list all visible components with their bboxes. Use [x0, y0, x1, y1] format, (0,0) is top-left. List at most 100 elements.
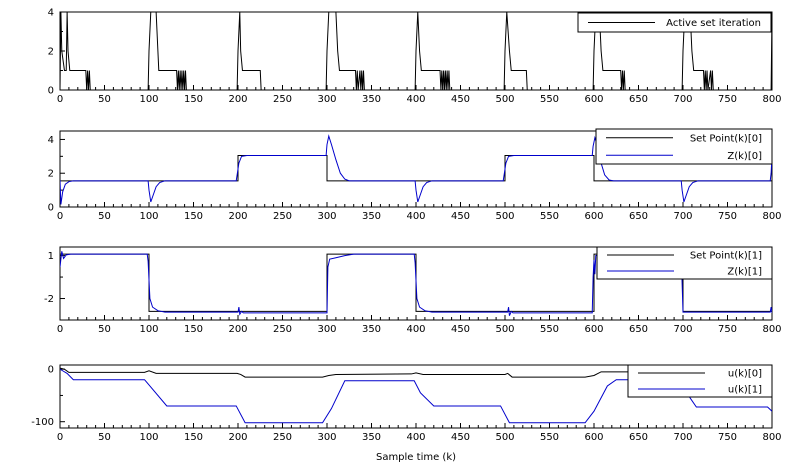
- x-tick-label: 100: [139, 211, 158, 222]
- x-tick-label: 700: [673, 211, 692, 222]
- x-tick-label: 800: [762, 324, 781, 335]
- x-tick-label: 750: [718, 94, 737, 105]
- y-tick-label: 0: [48, 365, 54, 376]
- x-tick-label: 350: [362, 324, 381, 335]
- x-tick-label: 450: [451, 324, 470, 335]
- x-tick-label: 800: [762, 432, 781, 443]
- x-tick-label: 100: [139, 324, 158, 335]
- x-tick-label: 600: [584, 324, 603, 335]
- x-tick-label: 450: [451, 211, 470, 222]
- series-line-z-k-1-: [60, 251, 772, 316]
- x-tick-label: 50: [98, 432, 111, 443]
- x-tick-label: 650: [629, 94, 648, 105]
- y-tick-label: -100: [31, 417, 54, 428]
- y-tick-label: 0: [48, 86, 54, 97]
- x-tick-label: 150: [184, 324, 203, 335]
- x-tick-label: 650: [629, 324, 648, 335]
- x-tick-label: 200: [228, 94, 247, 105]
- x-tick-label: 300: [317, 432, 336, 443]
- x-tick-label: 50: [98, 324, 111, 335]
- x-tick-label: 0: [57, 324, 63, 335]
- subplot-z1: 0 50 100 150 200 250 300 350 400 450 500 550 600 650 7…: [44, 246, 782, 335]
- x-tick-label: 350: [362, 432, 381, 443]
- x-tick-label: 500: [495, 211, 514, 222]
- x-tick-label: 300: [317, 211, 336, 222]
- legend-label: Set Point(k)[1]: [690, 251, 762, 262]
- x-tick-label: 150: [184, 211, 203, 222]
- x-tick-label: 800: [762, 211, 781, 222]
- x-tick-label: 400: [406, 432, 425, 443]
- x-tick-label: 650: [629, 432, 648, 443]
- legend: Set Point(k)[0] Z(k)[0]: [595, 128, 773, 165]
- x-tick-label: 700: [673, 94, 692, 105]
- legend-label: u(k)[1]: [728, 385, 762, 396]
- x-tick-label: 600: [584, 94, 603, 105]
- x-tick-label: 650: [629, 211, 648, 222]
- x-tick-label: 500: [495, 94, 514, 105]
- x-tick-label: 450: [451, 94, 470, 105]
- x-tick-label: 550: [540, 432, 559, 443]
- legend-box: [577, 12, 772, 33]
- x-tick-label: 750: [718, 324, 737, 335]
- x-tick-label: 750: [718, 211, 737, 222]
- x-tick-label: 50: [98, 211, 111, 222]
- x-tick-label: 200: [228, 211, 247, 222]
- x-tick-label: 500: [495, 324, 514, 335]
- x-tick-label: 250: [273, 211, 292, 222]
- x-tick-label: 0: [57, 211, 63, 222]
- x-axis-label: Sample time (k): [376, 452, 456, 463]
- legend: u(k)[0] u(k)[1]: [627, 364, 773, 398]
- x-tick-label: 450: [451, 432, 470, 443]
- y-tick-label: 1: [48, 251, 54, 262]
- x-tick-label: 300: [317, 324, 336, 335]
- x-tick-label: 550: [540, 324, 559, 335]
- legend-label: u(k)[0]: [728, 369, 762, 380]
- x-tick-label: 150: [184, 94, 203, 105]
- x-tick-label: 100: [139, 432, 158, 443]
- subplot-z0: 0 50 100 150 200 250 300 350 400 450 500 550 600 650 7…: [48, 128, 782, 222]
- legend-label: Z(k)[1]: [727, 267, 762, 278]
- x-tick-label: 750: [718, 432, 737, 443]
- x-tick-label: 550: [540, 211, 559, 222]
- subplot-active-set: 0 50 100 150 200 250 300 350 400 450 500 550 600 650 7…: [48, 8, 782, 106]
- x-tick-label: 500: [495, 432, 514, 443]
- legend: Set Point(k)[1] Z(k)[1]: [596, 246, 773, 280]
- x-tick-label: 0: [57, 94, 63, 105]
- x-tick-label: 700: [673, 432, 692, 443]
- x-tick-label: 150: [184, 432, 203, 443]
- series-line-z-k-0-: [60, 134, 772, 205]
- x-tick-label: 400: [406, 324, 425, 335]
- y-tick-label: 2: [48, 169, 54, 180]
- x-tick-label: 350: [362, 211, 381, 222]
- x-tick-label: 400: [406, 94, 425, 105]
- x-tick-label: 250: [273, 324, 292, 335]
- series-line-active-set-iteration: [60, 12, 772, 90]
- x-tick-label: 250: [273, 432, 292, 443]
- subplot-u: 0 50 100 150 200 250 300 350 400 450 500 550 600 650 7…: [31, 364, 782, 443]
- legend-label: Set Point(k)[0]: [690, 133, 762, 144]
- legend-box: [596, 246, 773, 280]
- y-tick-label: -2: [44, 294, 54, 305]
- x-tick-label: 200: [228, 324, 247, 335]
- x-tick-label: 600: [584, 211, 603, 222]
- x-tick-label: 350: [362, 94, 381, 105]
- y-tick-label: 4: [48, 8, 54, 19]
- y-tick-label: 4: [48, 135, 54, 146]
- x-tick-label: 800: [762, 94, 781, 105]
- x-tick-label: 100: [139, 94, 158, 105]
- x-tick-label: 400: [406, 211, 425, 222]
- x-tick-label: 600: [584, 432, 603, 443]
- x-tick-label: 0: [57, 432, 63, 443]
- y-tick-label: 0: [48, 203, 54, 214]
- legend: Active set iteration: [577, 12, 772, 33]
- x-tick-label: 50: [98, 94, 111, 105]
- x-tick-label: 700: [673, 324, 692, 335]
- x-tick-label: 250: [273, 94, 292, 105]
- legend-label: Z(k)[0]: [727, 151, 762, 162]
- x-tick-label: 550: [540, 94, 559, 105]
- legend-label: Active set iteration: [666, 18, 761, 29]
- x-tick-label: 300: [317, 94, 336, 105]
- legend-box: [627, 364, 773, 398]
- y-tick-label: 2: [48, 47, 54, 58]
